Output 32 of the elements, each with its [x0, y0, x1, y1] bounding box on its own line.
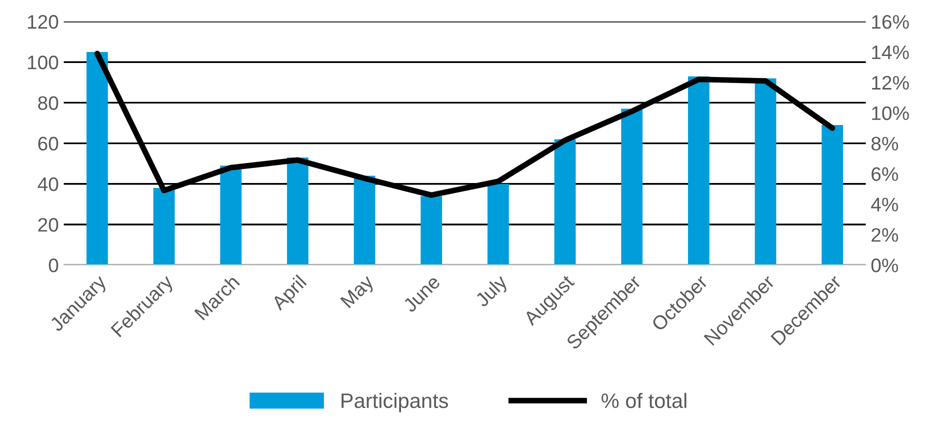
bar [420, 196, 442, 266]
bar [287, 158, 308, 266]
legend-label: Participants [342, 392, 448, 412]
y-tick-label: 0 [48, 258, 58, 272]
y2-tick-label: 0% [871, 258, 898, 272]
y2-tick-label: 6% [872, 167, 898, 181]
y2-tick-label: 14% [872, 46, 909, 60]
y2-tick-label: 2% [872, 228, 898, 242]
y2-tick-label: 12% [872, 76, 909, 90]
y-tick-label: 100 [28, 56, 58, 70]
y-tick-label: 60 [38, 136, 58, 151]
bar [688, 76, 710, 266]
y-tick-label: 80 [38, 96, 58, 110]
bar [488, 184, 509, 266]
x-tick-label: May [340, 274, 378, 312]
bar [153, 188, 175, 266]
y2-tick-label: 10% [872, 106, 909, 120]
y2-tick-label: 16% [872, 15, 909, 29]
y2-tick-label: 8% [871, 136, 898, 151]
y-tick-label: 40 [38, 177, 58, 192]
y-tick-label: 120 [28, 15, 58, 29]
bar [86, 52, 108, 266]
bar [822, 125, 844, 266]
bar [354, 176, 376, 266]
x-tick-label: July [474, 273, 511, 310]
bar [220, 166, 242, 266]
bar [754, 78, 776, 266]
y2-tick-label: 4% [871, 198, 898, 212]
legend-label: % of total [602, 392, 686, 408]
y-tick-label: 20 [38, 218, 58, 232]
bar [554, 139, 576, 266]
bar [621, 108, 643, 266]
